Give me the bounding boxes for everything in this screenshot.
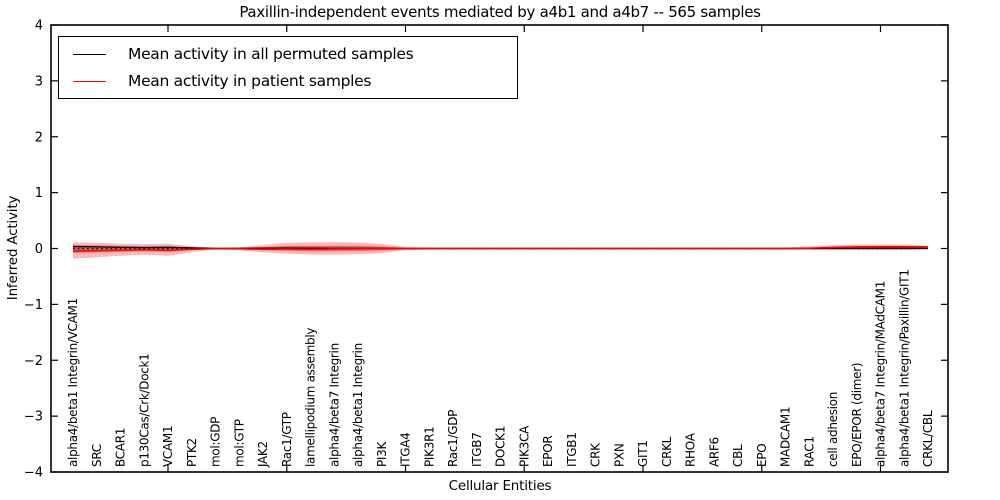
legend-entry-patient: Mean activity in patient samples	[73, 70, 511, 92]
legend: Mean activity in all permuted samples Me…	[58, 36, 518, 99]
x-category-label: VCAM1	[161, 426, 175, 467]
x-category-label: EPO	[755, 444, 769, 467]
y-tick-label: −2	[24, 354, 43, 369]
chart-title: Paxillin-independent events mediated by …	[239, 3, 761, 21]
legend-entry-permuted: Mean activity in all permuted samples	[73, 43, 511, 65]
x-category-label: PTK2	[185, 438, 199, 467]
x-category-label: ARF6	[708, 437, 722, 467]
x-category-label: ITGB7	[470, 432, 484, 467]
x-category-label: mol:GTP	[232, 419, 246, 467]
legend-label-permuted: Mean activity in all permuted samples	[128, 45, 414, 63]
x-category-label: CRK	[589, 442, 603, 467]
x-category-label: PXN	[613, 443, 627, 467]
y-tick-label: −3	[24, 410, 43, 425]
x-axis-label: Cellular Entities	[448, 478, 552, 494]
x-category-label: alpha4/beta7 Integrin	[327, 343, 341, 467]
x-category-label: EPO/EPOR (dimer)	[850, 363, 864, 467]
x-category-label: SRC	[90, 444, 104, 467]
x-category-label: alpha4/beta1 Integrin	[351, 343, 365, 467]
x-category-label: lamellipodium assembly	[304, 328, 318, 467]
x-category-label: CBL	[731, 444, 745, 467]
x-category-label: PIK3R1	[422, 427, 436, 467]
x-category-label: MADCAM1	[779, 407, 793, 467]
x-category-label: PIK3CA	[518, 425, 532, 467]
x-category-label: alpha4/beta1 Integrin/Paxillin/GIT1	[898, 269, 912, 467]
x-category-label: ITGB1	[565, 432, 579, 467]
x-category-label: RHOA	[684, 432, 698, 467]
x-category-label: GIT1	[636, 440, 650, 467]
x-category-label: mol:GDP	[209, 417, 223, 467]
band-patient-ci-outer	[73, 242, 928, 259]
legend-line-red-icon	[73, 80, 106, 82]
series-line-patient	[72, 246, 929, 252]
x-category-label: RAC1	[803, 436, 817, 467]
x-category-label: Rac1/GTP	[280, 412, 294, 467]
x-category-label: CRKL	[660, 436, 674, 467]
y-tick-label: 4	[35, 19, 43, 34]
x-category-label: CRKL/CBL	[921, 410, 935, 467]
y-tick-label: 2	[35, 130, 43, 145]
x-category-label: Rac1/GDP	[446, 410, 460, 467]
y-tick-label: −4	[24, 466, 43, 481]
x-category-label: alpha4/beta7 Integrin/MAdCAM1	[874, 281, 888, 467]
x-category-label: cell adhesion	[826, 392, 840, 467]
legend-line-black-icon	[73, 53, 106, 55]
x-category-label: BCAR1	[114, 428, 128, 467]
x-category-label: JAK2	[256, 441, 270, 468]
legend-label-patient: Mean activity in patient samples	[128, 72, 372, 90]
x-category-label: alpha4/beta1 Integrin/VCAM1	[66, 298, 80, 467]
y-tick-label: 0	[35, 242, 43, 257]
x-category-label: PI3K	[375, 440, 389, 467]
y-tick-label: 1	[35, 186, 43, 201]
y-tick-label: 3	[35, 74, 43, 89]
x-category-label: ITGA4	[399, 432, 413, 467]
y-tick-label: −1	[24, 298, 43, 313]
x-category-label: DOCK1	[494, 426, 508, 467]
x-category-label: EPOR	[541, 436, 555, 467]
x-category-label: p130Cas/Crk/Dock1	[137, 353, 151, 467]
